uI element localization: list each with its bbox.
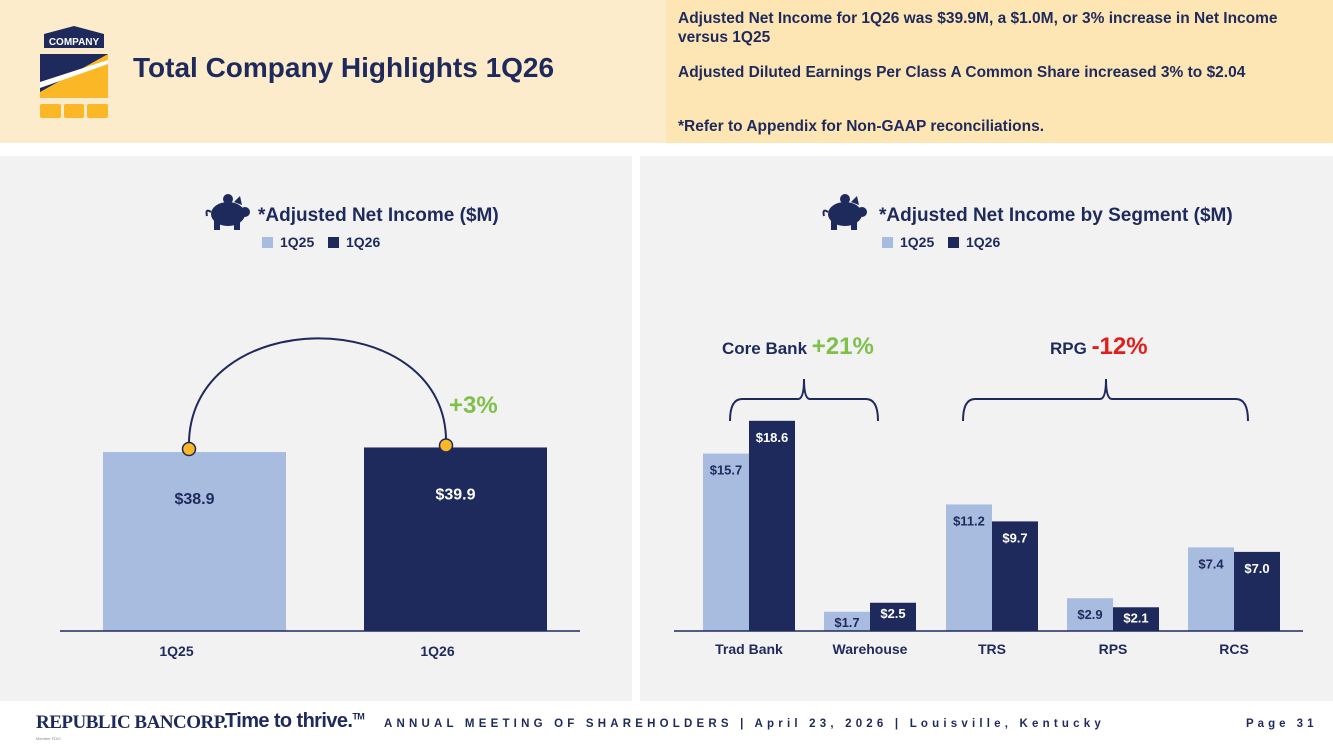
piggy-bank-icon	[822, 194, 867, 230]
piggy-bank-icon	[205, 194, 250, 230]
change-annotation: +3%	[449, 392, 498, 419]
meeting-info: ANNUAL MEETING OF SHAREHOLDERS | April 2…	[384, 718, 1105, 730]
bar-rcs-1q25	[1188, 547, 1234, 631]
rpg-bracket	[962, 378, 1249, 422]
bar-1q26	[364, 447, 547, 631]
legend-label-1q26: 1Q26	[966, 234, 1000, 250]
segment-net-income-chart: *Adjusted Net Income by Segment ($M) 1Q25…	[674, 194, 1303, 657]
tick-label-trad-bank: Trad Bank	[715, 641, 783, 657]
change-arc	[187, 337, 448, 450]
core-bank-label: Core Bank	[722, 339, 812, 358]
legend-label-1q26: 1Q26	[346, 234, 380, 250]
bar-trs-1q26	[992, 521, 1038, 631]
page-title: Total Company Highlights 1Q26	[133, 52, 555, 83]
tick-label-rcs: RCS	[1219, 641, 1249, 657]
bar-trad-bank-1q26	[749, 420, 795, 631]
bar-rps-1q26	[1113, 607, 1159, 631]
highlights-box: Adjusted Net Income for 1Q26 was $39.9M,…	[666, 0, 1333, 143]
right-chart-panel: *Adjusted Net Income by Segment ($M) 1Q25…	[640, 156, 1333, 701]
core-bank-change: +21%	[812, 333, 874, 360]
core-bank-bracket	[729, 378, 879, 422]
brand-member-fdic: Member FDIC	[36, 736, 62, 741]
legend-swatch-1q26	[328, 237, 339, 248]
data-label-1q25: $38.9	[174, 491, 214, 508]
highlight-net-income: Adjusted Net Income for 1Q26 was $39.9M,…	[678, 10, 1278, 46]
data-label-rcs-1q26: $7.0	[1244, 561, 1269, 576]
legend-swatch-1q25	[262, 237, 273, 248]
company-logo-icon: COMPANY	[40, 26, 108, 118]
tagline: Time to thrive.TM	[225, 710, 365, 733]
rpg-annotation: RPG -12%	[1050, 333, 1148, 360]
bar-rps-1q25	[1067, 598, 1113, 631]
bar-trad-bank-1q25	[703, 453, 749, 631]
tick-label-1q25: 1Q25	[159, 643, 193, 659]
arc-start-marker	[181, 441, 197, 457]
adjusted-net-income-chart: *Adjusted Net Income ($M) 1Q25 1Q26 $38.9 1Q…	[60, 194, 580, 659]
legend-swatch-1q26	[948, 237, 959, 248]
tick-label-warehouse: Warehouse	[833, 641, 908, 657]
tick-label-rps: RPS	[1099, 641, 1128, 657]
data-label-trad-bank-1q26: $18.6	[756, 430, 789, 445]
legend-swatch-1q25	[882, 237, 893, 248]
data-label-rps-1q25: $2.9	[1077, 607, 1102, 622]
tagline-text: Time to thrive.	[225, 710, 353, 732]
data-label-warehouse-1q25: $1.7	[834, 615, 859, 630]
logo-text: COMPANY	[49, 37, 100, 48]
highlight-eps: Adjusted Diluted Earnings Per Class A Co…	[678, 64, 1246, 81]
data-label-warehouse-1q26: $2.5	[880, 606, 905, 621]
brand-logo: REPUBLIC BANCORP.	[36, 712, 228, 733]
data-label-trad-bank-1q25: $15.7	[710, 463, 743, 478]
rpg-change: -12%	[1092, 333, 1148, 360]
data-label-1q26: $39.9	[435, 486, 475, 503]
bar-1q25	[103, 452, 286, 631]
chart-title: *Adjusted Net Income ($M)	[258, 205, 499, 226]
rpg-label: RPG	[1050, 339, 1092, 358]
tagline-trademark: TM	[352, 711, 365, 722]
chart-title: *Adjusted Net Income by Segment ($M)	[879, 205, 1233, 226]
bar-warehouse-1q25	[824, 611, 870, 631]
legend-label-1q25: 1Q25	[280, 234, 314, 250]
data-label-trs-1q26: $9.7	[1002, 530, 1027, 545]
highlight-appendix-note: *Refer to Appendix for Non-GAAP reconcil…	[678, 118, 1045, 135]
data-label-trs-1q25: $11.2	[953, 513, 985, 528]
page-number: Page 31	[1246, 718, 1318, 730]
bar-warehouse-1q26	[870, 602, 916, 631]
tick-label-1q26: 1Q26	[420, 643, 454, 659]
data-label-rps-1q26: $2.1	[1123, 610, 1148, 625]
tick-label-trs: TRS	[978, 641, 1006, 657]
legend-label-1q25: 1Q25	[900, 234, 934, 250]
data-label-rcs-1q25: $7.4	[1198, 556, 1224, 571]
bar-rcs-1q26	[1234, 551, 1280, 631]
bar-trs-1q25	[946, 504, 992, 631]
core-bank-annotation: Core Bank +21%	[722, 333, 874, 360]
arc-end-marker	[438, 438, 454, 453]
footer: REPUBLIC BANCORP. Member FDIC Time to th…	[0, 708, 1333, 749]
left-chart-panel: *Adjusted Net Income ($M) 1Q25 1Q26 $38.9 1Q…	[0, 156, 632, 701]
